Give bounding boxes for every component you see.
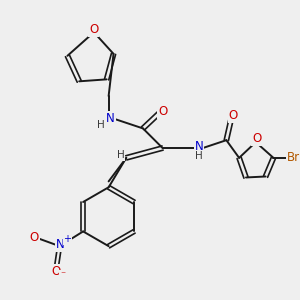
Text: N: N xyxy=(56,238,65,251)
Text: ⁻: ⁻ xyxy=(60,271,65,281)
Text: H: H xyxy=(116,150,124,160)
Text: O: O xyxy=(158,105,167,118)
Text: O: O xyxy=(252,132,261,145)
Text: +: + xyxy=(63,234,71,244)
Text: O: O xyxy=(229,109,238,122)
Text: N: N xyxy=(194,140,203,153)
Text: H: H xyxy=(97,121,105,130)
Text: O: O xyxy=(29,231,39,244)
Text: O: O xyxy=(89,23,98,36)
Text: Br: Br xyxy=(286,151,300,164)
Text: H: H xyxy=(195,151,203,161)
Text: O: O xyxy=(51,265,60,278)
Text: N: N xyxy=(106,112,115,125)
